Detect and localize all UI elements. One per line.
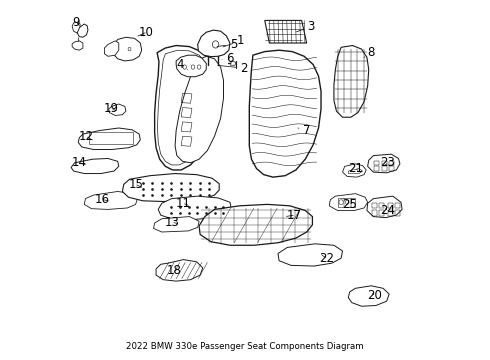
Polygon shape [113, 37, 142, 61]
Text: 24: 24 [380, 204, 395, 217]
Polygon shape [249, 50, 321, 177]
Polygon shape [78, 128, 140, 149]
Text: 6: 6 [222, 52, 234, 65]
Text: 17: 17 [287, 209, 302, 222]
Text: 3: 3 [296, 20, 315, 33]
Polygon shape [84, 192, 137, 210]
Text: 23: 23 [380, 156, 395, 169]
Text: 15: 15 [128, 178, 143, 191]
Polygon shape [329, 194, 368, 211]
Text: 19: 19 [104, 103, 119, 116]
Polygon shape [155, 45, 216, 170]
Polygon shape [199, 204, 313, 245]
Polygon shape [348, 286, 389, 306]
Polygon shape [71, 158, 119, 174]
Polygon shape [109, 104, 126, 116]
Text: 2022 BMW 330e Passenger Seat Components Diagram: 2022 BMW 330e Passenger Seat Components … [126, 342, 364, 351]
Polygon shape [104, 41, 119, 56]
Polygon shape [176, 55, 206, 77]
Polygon shape [231, 61, 236, 65]
Polygon shape [334, 45, 368, 117]
Polygon shape [72, 41, 83, 50]
Text: 8: 8 [364, 46, 375, 59]
Polygon shape [175, 56, 223, 163]
Polygon shape [367, 196, 402, 218]
Polygon shape [77, 24, 88, 37]
Text: 22: 22 [319, 252, 334, 265]
Text: 21: 21 [348, 162, 363, 175]
Text: 7: 7 [298, 124, 311, 137]
Text: 14: 14 [72, 156, 87, 169]
Text: 5: 5 [217, 38, 237, 51]
Polygon shape [72, 22, 80, 33]
Text: 1: 1 [223, 34, 245, 48]
Polygon shape [153, 217, 199, 232]
Text: 11: 11 [176, 197, 191, 210]
Text: 10: 10 [138, 26, 154, 39]
Text: 16: 16 [95, 193, 110, 206]
Text: 9: 9 [73, 16, 80, 29]
Polygon shape [156, 260, 203, 281]
Text: 18: 18 [167, 264, 181, 277]
Polygon shape [158, 196, 231, 220]
Polygon shape [197, 30, 230, 57]
Text: 13: 13 [165, 216, 180, 229]
Text: 12: 12 [79, 130, 94, 144]
Text: 4: 4 [176, 58, 188, 71]
Polygon shape [368, 154, 400, 173]
Polygon shape [122, 174, 219, 202]
Polygon shape [278, 244, 343, 266]
Polygon shape [343, 164, 366, 177]
Polygon shape [265, 21, 307, 43]
Text: 20: 20 [368, 289, 382, 302]
Text: 2: 2 [218, 62, 248, 75]
Text: 25: 25 [343, 198, 357, 211]
